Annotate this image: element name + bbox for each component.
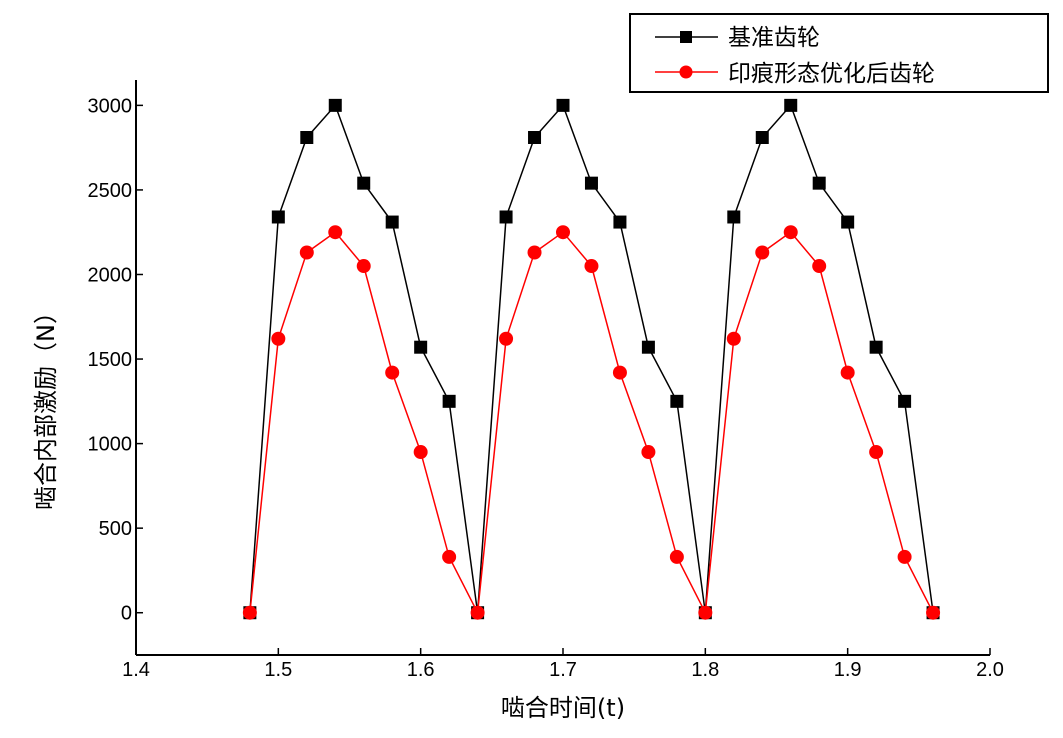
legend-marker-base bbox=[680, 31, 692, 43]
y-tick-label: 3000 bbox=[88, 95, 133, 117]
data-point-base bbox=[414, 340, 428, 354]
data-point-base bbox=[670, 394, 684, 408]
data-point-optimized bbox=[385, 365, 400, 380]
x-tick-label: 1.6 bbox=[407, 659, 435, 681]
data-point-base bbox=[528, 131, 542, 144]
x-tick-label: 1.9 bbox=[834, 659, 862, 681]
data-point-optimized bbox=[698, 605, 713, 620]
legend-marker-optimized bbox=[679, 65, 693, 79]
series-base bbox=[243, 98, 940, 620]
data-point-base bbox=[784, 98, 798, 112]
data-point-optimized bbox=[470, 605, 485, 620]
data-point-optimized bbox=[726, 331, 741, 346]
data-point-base bbox=[300, 131, 314, 144]
data-point-optimized bbox=[641, 445, 656, 460]
legend-box bbox=[629, 13, 1049, 93]
plot-axes bbox=[135, 80, 990, 656]
x-tick-label: 2.0 bbox=[976, 659, 1004, 681]
data-point-optimized bbox=[556, 225, 570, 240]
data-point-base bbox=[755, 131, 769, 144]
data-point-optimized bbox=[584, 259, 599, 274]
data-point-base bbox=[812, 176, 826, 190]
data-point-base bbox=[727, 210, 741, 224]
x-ticks: 1.4 1.5 1.6 1.7 1.8 1.9 2.0 bbox=[122, 648, 1004, 681]
data-point-optimized bbox=[926, 605, 941, 620]
x-tick-label: 1.8 bbox=[691, 659, 719, 681]
series-line-optimized bbox=[249, 231, 934, 616]
legend-label-optimized: 印痕形态优化后齿轮 bbox=[728, 61, 935, 87]
y-tick-label: 1000 bbox=[88, 434, 133, 456]
y-tick-label: 500 bbox=[99, 518, 132, 540]
data-point-base bbox=[841, 215, 855, 229]
y-axis-title: 啮合内部激励（N） bbox=[32, 300, 60, 510]
data-point-optimized bbox=[869, 445, 884, 460]
data-point-base bbox=[613, 215, 627, 229]
data-point-base bbox=[328, 98, 342, 112]
data-point-base bbox=[271, 210, 285, 224]
data-point-optimized bbox=[527, 245, 542, 260]
data-point-optimized bbox=[356, 259, 371, 274]
data-point-base bbox=[641, 340, 655, 354]
data-point-optimized bbox=[328, 225, 343, 240]
data-point-base bbox=[584, 176, 598, 190]
data-point-base bbox=[499, 210, 513, 224]
data-point-base bbox=[442, 394, 456, 408]
data-point-base bbox=[869, 340, 883, 354]
data-point-optimized bbox=[413, 445, 428, 460]
y-tick-label: 1500 bbox=[88, 349, 133, 371]
data-point-optimized bbox=[271, 331, 286, 346]
data-point-base bbox=[556, 98, 570, 112]
y-tick-label: 2000 bbox=[88, 264, 133, 286]
data-point-optimized bbox=[499, 331, 514, 346]
data-point-optimized bbox=[442, 549, 457, 564]
x-tick-label: 1.7 bbox=[549, 659, 577, 681]
y-ticks: 0 500 1000 1500 2000 2500 3000 bbox=[88, 95, 143, 625]
data-point-optimized bbox=[812, 259, 827, 274]
y-tick-label: 0 bbox=[121, 603, 132, 625]
data-point-optimized bbox=[242, 605, 257, 620]
legend: 基准齿轮 印痕形态优化后齿轮 bbox=[629, 13, 1049, 93]
x-axis-title: 啮合时间(t) bbox=[501, 694, 625, 722]
data-point-optimized bbox=[897, 549, 912, 564]
data-point-optimized bbox=[299, 245, 314, 260]
series-layer bbox=[242, 98, 941, 620]
y-tick-label: 2500 bbox=[88, 180, 133, 202]
series-optimized bbox=[242, 225, 941, 620]
data-point-base bbox=[898, 394, 912, 408]
legend-label-base: 基准齿轮 bbox=[728, 25, 820, 51]
data-point-optimized bbox=[840, 365, 855, 380]
data-point-optimized bbox=[612, 365, 627, 380]
data-point-optimized bbox=[783, 225, 798, 240]
x-tick-label: 1.5 bbox=[264, 659, 292, 681]
data-point-base bbox=[357, 176, 371, 190]
data-point-base bbox=[385, 215, 399, 229]
x-tick-label: 1.4 bbox=[122, 659, 150, 681]
data-point-optimized bbox=[669, 549, 684, 564]
data-point-optimized bbox=[755, 245, 770, 260]
